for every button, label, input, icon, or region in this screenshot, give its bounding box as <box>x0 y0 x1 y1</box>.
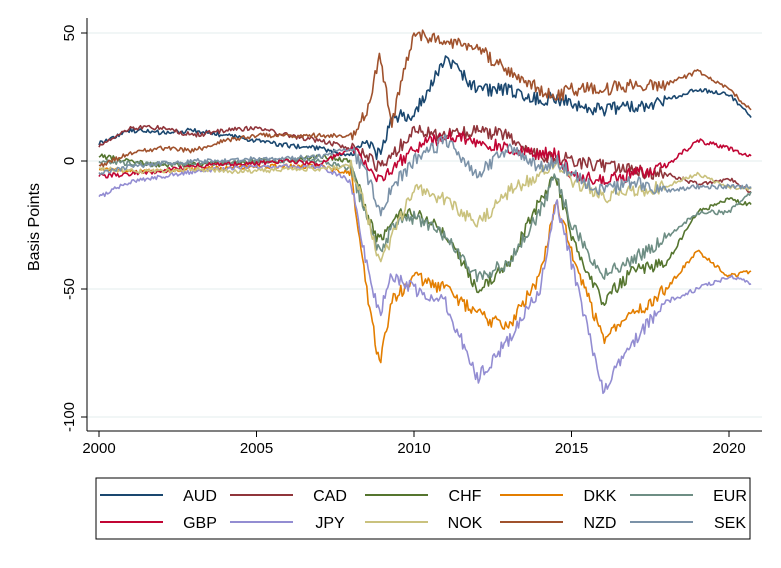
legend-item-chf: CHF <box>365 488 482 505</box>
legend-item-nok: NOK <box>365 515 483 532</box>
y-tick-label-1: 0 <box>61 157 78 165</box>
legend-label: SEK <box>714 515 746 532</box>
y-tick-label-0: 50 <box>61 25 78 42</box>
legend-item-jpy: JPY <box>230 515 345 532</box>
x-tick-label-0: 2000 <box>82 440 115 457</box>
series-line-gbp <box>98 130 752 187</box>
legend-box <box>95 477 751 540</box>
series-line-sek <box>98 133 752 217</box>
legend-label: CHF <box>449 488 482 505</box>
legend-item-sek: SEK <box>630 515 746 532</box>
legend-label: EUR <box>713 488 747 505</box>
x-tick-label-3: 2015 <box>555 440 588 457</box>
y-axis-title: Basis Points <box>26 183 43 271</box>
legend-item-dkk: DKK <box>500 488 617 505</box>
series-line-aud <box>98 55 752 161</box>
x-tick-label-4: 2020 <box>712 440 745 457</box>
legend-item-aud: AUD <box>100 488 217 505</box>
legend-label: NOK <box>448 515 483 532</box>
legend: AUD CAD CHF DKK EUR GBP JPY NOK NZD SEK <box>95 477 751 540</box>
legend-label: GBP <box>183 515 217 532</box>
legend-item-gbp: GBP <box>100 515 217 532</box>
x-tick-label-1: 2005 <box>240 440 273 457</box>
legend-label: AUD <box>183 488 217 505</box>
legend-label: NZD <box>584 515 617 532</box>
y-tick-label-2: -50 <box>61 278 78 300</box>
legend-label: DKK <box>584 488 617 505</box>
legend-item-nzd: NZD <box>500 515 616 532</box>
legend-label: CAD <box>313 488 347 505</box>
x-tick-label-2: 2010 <box>397 440 430 457</box>
legend-item-eur: EUR <box>630 488 747 505</box>
series-line-nzd <box>98 29 752 168</box>
series-line-nok <box>98 159 752 263</box>
series-lines <box>98 29 752 395</box>
y-tick-label-3: -100 <box>61 402 78 432</box>
legend-item-cad: CAD <box>230 488 347 505</box>
series-line-jpy <box>98 163 752 395</box>
legend-label: JPY <box>315 515 345 532</box>
